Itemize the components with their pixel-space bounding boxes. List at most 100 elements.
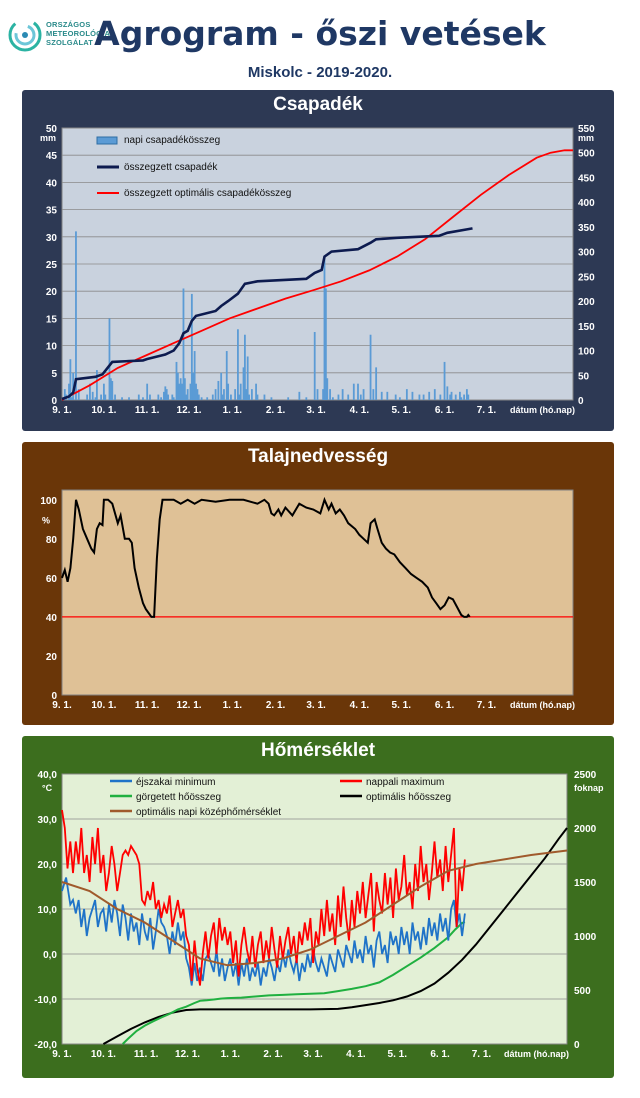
precipitation-bar	[160, 397, 163, 400]
precipitation-bar	[185, 394, 188, 400]
x-tick-label: 11. 1.	[134, 1049, 159, 1060]
precipitation-bar	[245, 389, 248, 400]
precipitation-bar	[186, 389, 189, 400]
x-tick-label: 4. 1.	[350, 405, 370, 416]
x-tick-label: 2. 1.	[266, 405, 286, 416]
precipitation-bar	[149, 394, 151, 400]
precipitation-bar	[422, 394, 425, 400]
precipitation-bar	[96, 370, 98, 400]
precipitation-bar	[225, 351, 228, 400]
precipitation-bar	[114, 394, 116, 400]
precipitation-bar	[181, 383, 183, 400]
precipitation-bar	[460, 397, 463, 400]
precipitation-bar	[167, 394, 170, 400]
cumulative-line	[61, 227, 473, 401]
x-tick-label: 3. 1.	[306, 405, 326, 416]
x-tick-label: 5. 1.	[392, 700, 412, 711]
org-name: ORSZÁGOS METEOROLÓGIAI SZOLGÁLAT	[46, 20, 112, 47]
x-tick-label: 11. 1.	[135, 700, 160, 711]
legend-label: nappali maximum	[366, 777, 444, 788]
x-tick-label: 12. 1.	[177, 405, 202, 416]
precipitation-bar	[369, 334, 372, 400]
precipitation-bar	[94, 397, 97, 400]
precipitation-bar	[433, 389, 436, 400]
precipitation-bar	[329, 389, 331, 400]
precipitation-bar	[227, 383, 230, 400]
x-tick-label: 10. 1.	[91, 700, 116, 711]
precipitation-bar	[352, 383, 355, 400]
soil-moisture-chart: 9. 1. 10. 1. 11. 1. 12. 1. 1. 1. 2. 1. 3. 1. 4.…	[40, 489, 575, 711]
precipitation-bar	[467, 394, 470, 400]
precipitation-bar	[206, 397, 209, 400]
legend-label: optimális napi középhőmérséklet	[136, 807, 281, 818]
temperature-chart: 9. 1. 10. 1. 11. 1. 12. 1. 1. 1. 2. 1. 3. 1. 4.…	[34, 770, 604, 1060]
precipitation-bar	[337, 394, 340, 400]
precipitation-bar	[405, 389, 408, 400]
y2-tick-label: 2500	[574, 770, 597, 781]
precipitation-bar	[459, 391, 461, 400]
x-tick-label: 3. 1.	[303, 1049, 323, 1060]
x-tick-label: 7. 1.	[477, 405, 497, 416]
omsz-logo: ORSZÁGOS METEOROLÓGIAI SZOLGÁLAT	[8, 18, 128, 58]
x-axis-unit: dátum (hó.nap)	[504, 1049, 569, 1059]
y-tick-label: 40	[46, 178, 58, 189]
precipitation-bar	[89, 383, 91, 400]
precipitation-bar	[341, 389, 344, 400]
optimal-cumulative-line	[61, 149, 573, 401]
optimal-mean-temp-line	[61, 849, 568, 967]
y2-tick-label: 2000	[574, 824, 597, 835]
precipitation-bar	[446, 386, 449, 400]
y-tick-label: 10,0	[38, 905, 58, 916]
y-tick-label: 20	[46, 287, 58, 298]
precipitation-bar	[163, 391, 165, 400]
precipitation-bar	[108, 318, 111, 400]
y-tick-label: 5	[51, 369, 57, 380]
legend-label: görgetett hőösszeg	[136, 792, 221, 803]
precipitation-bar	[234, 389, 237, 400]
precipitation-bar	[362, 389, 365, 400]
temperature-title: Hőmérséklet	[260, 740, 376, 761]
precipitation-bar	[463, 394, 465, 400]
x-tick-label: 10. 1.	[91, 1049, 116, 1060]
precipitation-bar	[239, 383, 242, 400]
y2-tick-label: 300	[578, 248, 595, 259]
y2-tick-label: 50	[578, 371, 590, 382]
y2-tick-label: 450	[578, 173, 595, 184]
precipitation-bar	[137, 394, 140, 400]
precipitation-bar	[63, 389, 66, 400]
precipitation-bar	[313, 332, 316, 400]
precipitation-bar	[375, 367, 378, 400]
y-tick-label: -20,0	[34, 1040, 57, 1051]
precipitation-bar	[449, 394, 452, 400]
y-tick-label: 45	[46, 151, 58, 162]
precipitation-bar	[128, 397, 130, 400]
precipitation-bar	[100, 394, 102, 400]
y-tick-label: 30	[46, 233, 58, 244]
y2-tick-label: 0	[578, 396, 584, 407]
precipitation-bar	[323, 255, 326, 400]
x-tick-label: 1. 1.	[223, 700, 243, 711]
soil-moisture-title: Talajnedvesség	[247, 446, 389, 467]
x-tick-label: 5. 1.	[392, 405, 412, 416]
precipitation-bar	[121, 397, 123, 400]
y-tick-label: 25	[46, 260, 58, 271]
y2-tick-label: 250	[578, 272, 595, 283]
x-tick-label: 9. 1.	[52, 405, 72, 416]
precipitation-bar	[331, 397, 334, 400]
precipitation-bar	[465, 389, 468, 400]
y2-tick-label: 1500	[574, 878, 597, 889]
y-tick-label: 50	[46, 124, 58, 135]
precipitation-bar	[237, 329, 239, 400]
precipitation-bar	[70, 397, 73, 400]
precipitation-bar	[190, 293, 193, 400]
x-tick-label: 4. 1.	[346, 1049, 366, 1060]
y-tick-label: 40	[46, 613, 58, 624]
precipitation-bar	[324, 288, 327, 400]
precipitation-bar	[146, 383, 149, 400]
legend-label: napi csapadékösszeg	[124, 135, 220, 146]
y2-unit: foknap	[574, 783, 604, 793]
y2-tick-label: 550	[578, 124, 595, 135]
y2-tick-label: 150	[578, 322, 595, 333]
org-line-3: SZOLGÁLAT	[46, 38, 94, 47]
x-tick-label: 11. 1.	[135, 405, 160, 416]
